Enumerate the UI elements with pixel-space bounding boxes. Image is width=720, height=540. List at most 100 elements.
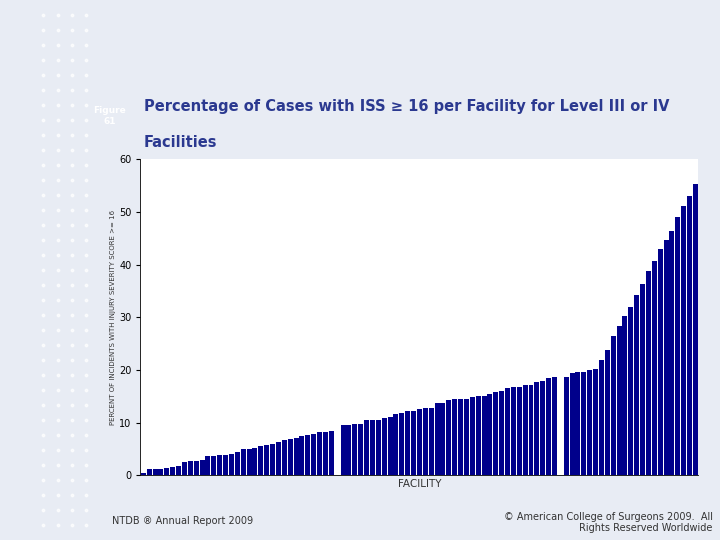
Bar	[482, 396, 487, 475]
Bar	[141, 473, 146, 475]
Bar	[593, 369, 598, 475]
Bar	[223, 455, 228, 475]
Bar	[387, 417, 392, 475]
Bar	[435, 403, 439, 475]
Bar	[581, 372, 586, 475]
Bar	[464, 399, 469, 475]
Bar	[300, 436, 305, 475]
Y-axis label: PERCENT OF INCIDENTS WITH INJURY SEVERITY SCORE >= 16: PERCENT OF INCIDENTS WITH INJURY SEVERIT…	[110, 210, 116, 425]
Bar	[305, 435, 310, 475]
Bar	[664, 240, 669, 475]
Bar	[687, 196, 692, 475]
Bar	[400, 413, 404, 475]
Bar	[570, 373, 575, 475]
Bar	[469, 397, 474, 475]
Bar	[405, 411, 410, 475]
Bar	[658, 249, 662, 475]
Bar	[623, 316, 627, 475]
Bar	[616, 326, 621, 475]
Bar	[270, 444, 275, 475]
Bar	[558, 377, 563, 475]
Bar	[611, 336, 616, 475]
Bar	[493, 392, 498, 475]
Bar	[441, 402, 446, 475]
Bar	[428, 408, 433, 475]
Bar	[546, 378, 551, 475]
Bar	[253, 448, 258, 475]
Bar	[528, 384, 534, 475]
Bar	[276, 442, 281, 475]
Bar	[282, 440, 287, 475]
Bar	[352, 424, 357, 475]
Bar	[235, 452, 240, 475]
Text: Facilities: Facilities	[144, 135, 217, 150]
Bar	[329, 431, 334, 475]
Bar	[335, 426, 340, 475]
Bar	[341, 425, 346, 475]
Bar	[288, 438, 292, 475]
Bar	[393, 414, 398, 475]
Bar	[258, 446, 264, 475]
Bar	[358, 424, 363, 475]
Bar	[681, 206, 686, 475]
Bar	[323, 431, 328, 475]
Bar	[212, 456, 216, 475]
Bar	[147, 469, 152, 475]
Text: NTDB ® Annual Report 2009: NTDB ® Annual Report 2009	[112, 516, 253, 526]
Bar	[523, 385, 528, 475]
Bar	[605, 350, 610, 475]
Bar	[458, 399, 463, 475]
Bar	[499, 391, 504, 475]
Bar	[646, 272, 651, 475]
Bar	[511, 387, 516, 475]
Bar	[675, 217, 680, 475]
Bar	[346, 424, 351, 475]
Bar	[194, 461, 199, 475]
Bar	[176, 467, 181, 475]
X-axis label: FACILITY: FACILITY	[397, 480, 441, 489]
Bar	[417, 409, 422, 475]
Bar	[588, 370, 593, 475]
Bar	[652, 261, 657, 475]
Bar	[153, 469, 158, 475]
Bar	[317, 432, 322, 475]
Bar	[534, 382, 539, 475]
Bar	[599, 360, 604, 475]
Bar	[311, 434, 316, 475]
Bar	[170, 467, 175, 475]
Bar	[487, 394, 492, 475]
Bar	[634, 295, 639, 475]
Text: Percentage of Cases with ISS ≥ 16 per Facility for Level III or IV: Percentage of Cases with ISS ≥ 16 per Fa…	[144, 98, 670, 113]
Bar	[182, 462, 187, 475]
Bar	[629, 307, 634, 475]
Bar	[517, 387, 522, 475]
Bar	[240, 449, 246, 475]
Bar	[505, 388, 510, 475]
Bar	[552, 377, 557, 475]
Bar	[640, 284, 645, 475]
Bar	[411, 411, 416, 475]
Bar	[446, 401, 451, 475]
Bar	[246, 449, 251, 475]
Bar	[693, 185, 698, 475]
Bar	[217, 455, 222, 475]
Bar	[376, 420, 381, 475]
Bar	[205, 456, 210, 475]
Bar	[452, 399, 457, 475]
Bar	[564, 377, 569, 475]
Bar	[158, 469, 163, 475]
Text: © American College of Surgeons 2009.  All
Rights Reserved Worldwide: © American College of Surgeons 2009. All…	[504, 512, 713, 534]
Bar	[229, 454, 234, 475]
Bar	[540, 381, 545, 475]
Bar	[476, 396, 481, 475]
Bar	[670, 231, 675, 475]
Bar	[575, 372, 580, 475]
Bar	[264, 445, 269, 475]
Bar	[382, 418, 387, 475]
Bar	[188, 461, 193, 475]
Bar	[294, 437, 299, 475]
Bar	[370, 420, 375, 475]
Bar	[199, 460, 204, 475]
Bar	[364, 421, 369, 475]
Text: Figure
61: Figure 61	[94, 106, 126, 126]
